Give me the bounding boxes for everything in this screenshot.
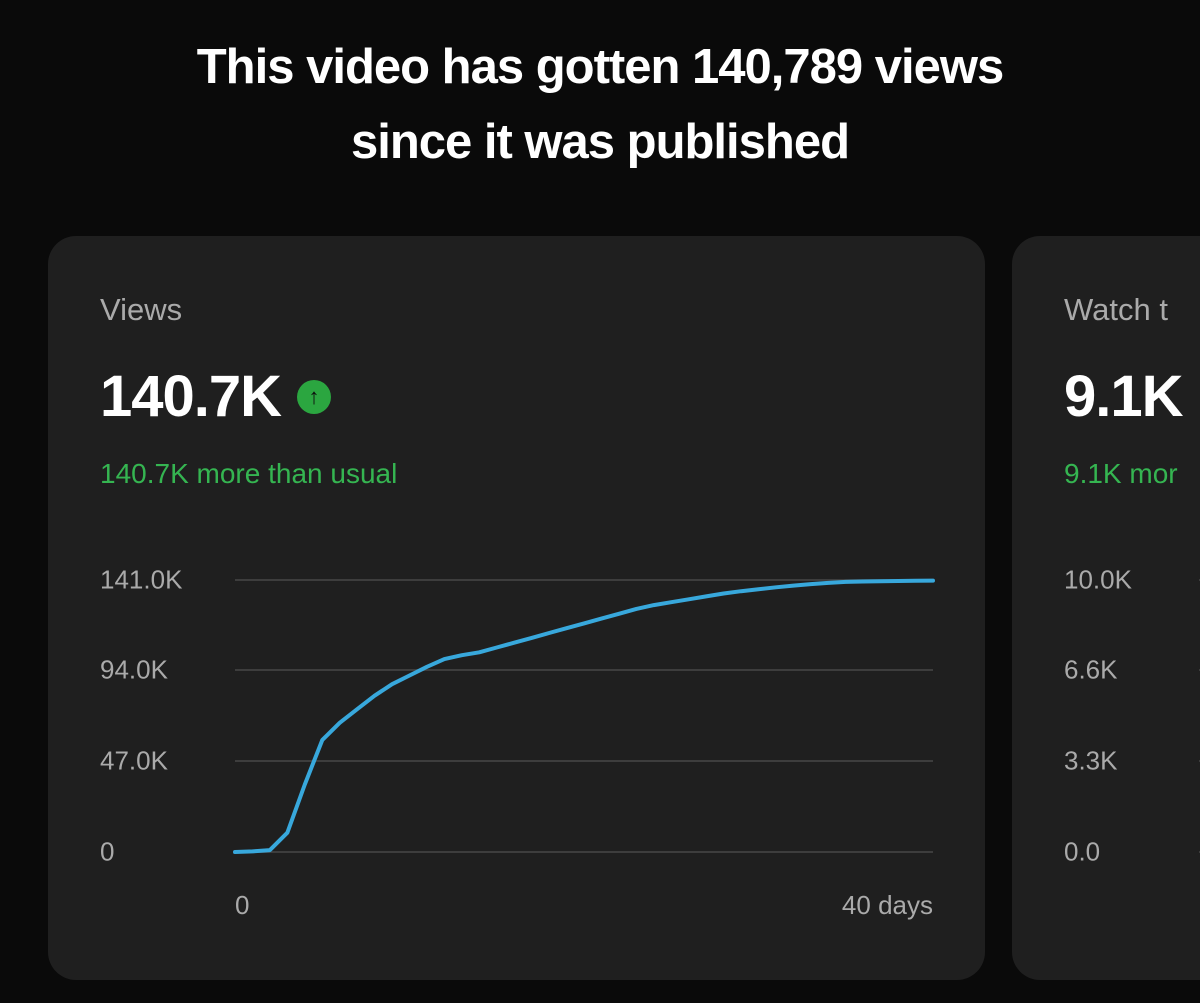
watch-time-card-label: Watch t [1064, 292, 1168, 327]
y-axis-label: 0.0 [1064, 836, 1101, 867]
views-delta-note: 140.7K more than usual [100, 457, 398, 489]
metric-cards: Views 140.7K ↑ 140.7K more than usual 14… [0, 236, 1200, 980]
views-x-axis: 0 40 days [235, 890, 933, 921]
gridline [235, 669, 933, 672]
views-card[interactable]: Views 140.7K ↑ 140.7K more than usual 14… [48, 236, 985, 980]
y-axis-label: 6.6K [1064, 654, 1118, 685]
page-title: This video has gotten 140,789 views sinc… [0, 30, 1200, 180]
watch-time-chart-block: 10.0K 6.6K 3.3K 0.0 [1064, 564, 1200, 866]
gridline [235, 850, 933, 853]
page-title-line-1: This video has gotten 140,789 views [196, 40, 1005, 94]
watch-time-card[interactable]: Watch t 9.1K 9.1K mor 10.0K 6.6K 3.3K 0.… [1012, 236, 1200, 980]
y-axis-label: 3.3K [1064, 745, 1118, 776]
views-y-axis: 141.0K 94.0K 47.0K 0 [100, 564, 235, 866]
views-chart-block: 141.0K 94.0K 47.0K 0 0 40 days [100, 564, 933, 921]
y-axis-label: 10.0K [1064, 564, 1132, 595]
watch-time-y-axis: 10.0K 6.6K 3.3K 0.0 [1064, 564, 1199, 866]
y-axis-label: 141.0K [100, 564, 183, 595]
views-line-chart [235, 580, 933, 852]
views-plot-area[interactable] [235, 580, 933, 852]
gridline [235, 760, 933, 763]
y-axis-label: 47.0K [100, 745, 168, 776]
views-value-row: 140.7K ↑ [100, 364, 933, 431]
watch-time-value-row: 9.1K [1064, 364, 1200, 431]
gridline [235, 578, 933, 581]
watch-time-value: 9.1K [1064, 364, 1184, 429]
x-axis-label-start: 0 [235, 889, 250, 920]
y-axis-label: 94.0K [100, 654, 168, 685]
page-title-line-2: since it was published [350, 115, 850, 169]
views-card-label: Views [100, 292, 183, 327]
trend-up-icon: ↑ [297, 380, 332, 415]
watch-time-delta-note: 9.1K mor [1064, 457, 1178, 489]
x-axis-label-end: 40 days [841, 889, 933, 920]
views-value: 140.7K [100, 364, 282, 429]
y-axis-label: 0 [100, 836, 115, 867]
